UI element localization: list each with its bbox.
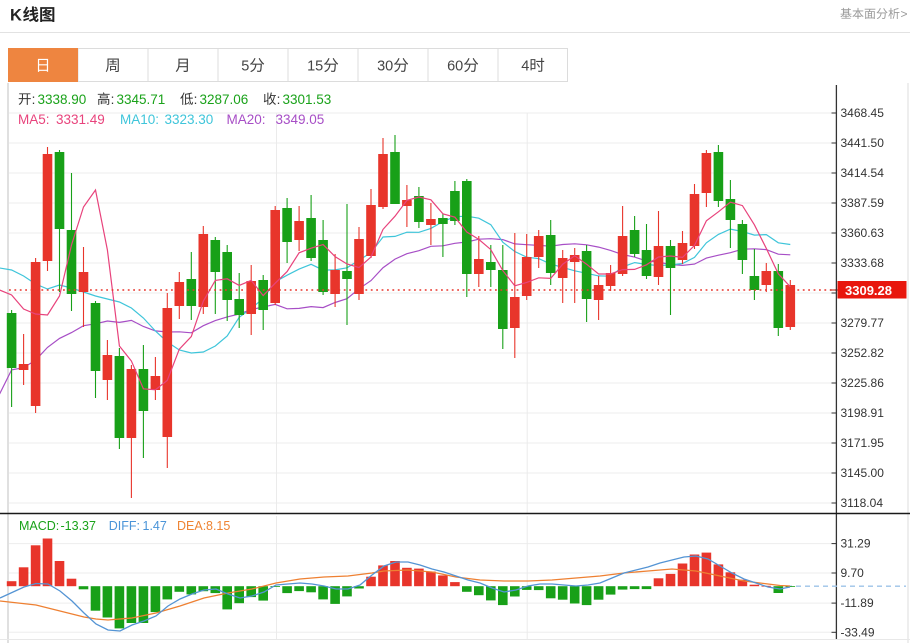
svg-text:3414.54: 3414.54 [841,166,885,180]
svg-text:3301.53: 3301.53 [283,92,332,107]
svg-text:>: > [901,7,908,21]
svg-text:3333.68: 3333.68 [841,256,885,270]
svg-text:MA5: 3331.49: MA5: 3331.49 [18,112,105,127]
svg-text:15: 15 [307,58,323,74]
svg-text::: : [277,92,281,107]
svg-text:DEA: 8.15: DEA: 8.15 [177,519,230,533]
svg-text:3309.28: 3309.28 [845,283,892,298]
svg-text:3279.77: 3279.77 [841,316,885,330]
svg-text:30: 30 [377,58,393,74]
svg-text:9.70: 9.70 [841,566,865,580]
svg-text::: : [111,92,115,107]
svg-text::: : [32,92,36,107]
svg-text:MA10: 3323.30: MA10: 3323.30 [120,112,213,127]
svg-text::: : [194,92,198,107]
svg-text:60: 60 [447,58,463,74]
svg-text:-33.49: -33.49 [841,625,875,639]
svg-text:3118.04: 3118.04 [841,496,884,510]
svg-text:3441.50: 3441.50 [841,136,885,150]
svg-text:3468.45: 3468.45 [841,106,885,120]
svg-text:3360.63: 3360.63 [841,226,885,240]
svg-text:3145.00: 3145.00 [841,466,885,480]
svg-text:5: 5 [241,58,249,74]
svg-text:3387.59: 3387.59 [841,196,885,210]
svg-text:MA20: 3349.05: MA20: 3349.05 [227,112,325,127]
svg-text:3287.06: 3287.06 [200,92,249,107]
svg-text:3252.82: 3252.82 [841,346,885,360]
svg-text:DIFF: 1.47: DIFF: 1.47 [109,519,167,533]
svg-text:3198.91: 3198.91 [841,406,885,420]
svg-text:3345.71: 3345.71 [117,92,166,107]
svg-text:31.29: 31.29 [841,537,871,551]
svg-text:4: 4 [521,58,529,74]
svg-text:-11.89: -11.89 [841,596,874,610]
svg-text:MACD: -13.37: MACD: -13.37 [19,519,96,533]
svg-text:3225.86: 3225.86 [841,376,885,390]
svg-text:K: K [10,7,22,25]
svg-text:3171.95: 3171.95 [841,436,885,450]
svg-text:3338.90: 3338.90 [38,92,87,107]
